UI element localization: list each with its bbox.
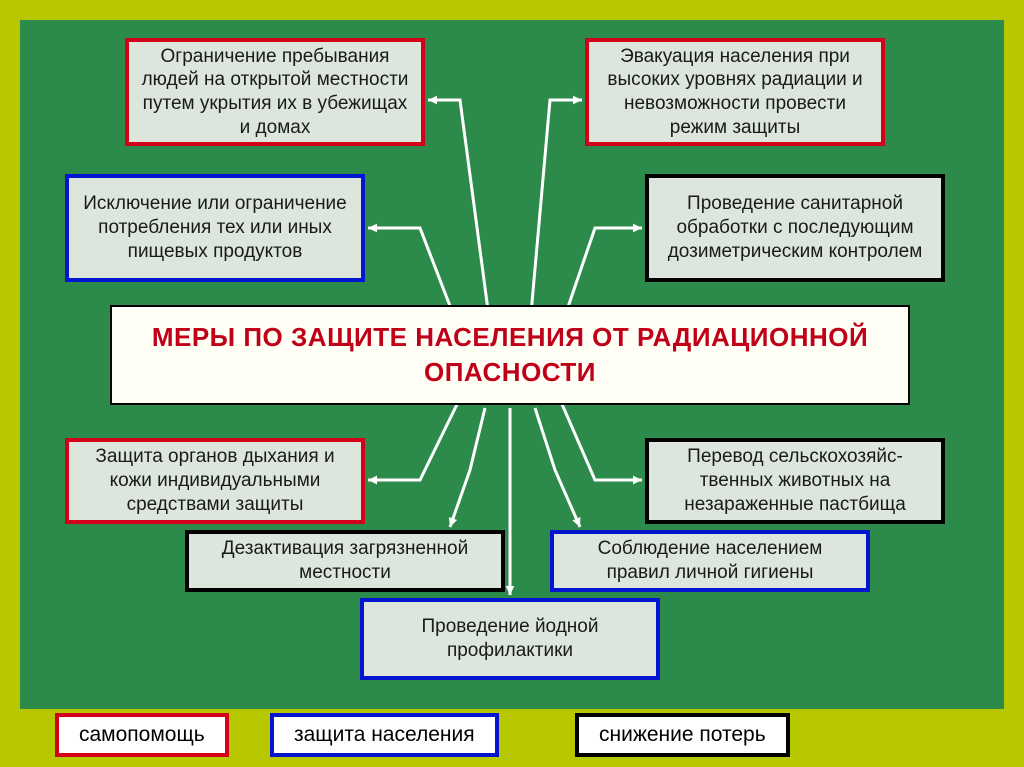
measure-text: Проведение санитарной обработки с послед… xyxy=(661,192,929,263)
measure-box: Ограничение пребывания людей на открытой… xyxy=(125,38,425,146)
measure-text: Защита органов дыхания и кожи индивидуал… xyxy=(81,445,349,516)
measure-box: Исключение или ограничение потребления т… xyxy=(65,174,365,282)
central-box: МЕРЫ ПО ЗАЩИТЕ НАСЕЛЕНИЯ ОТ РАДИАЦИОННОЙ… xyxy=(110,305,910,405)
measure-box: Эвакуация населения при высоких уровнях … xyxy=(585,38,885,146)
legend-item: защита населения xyxy=(270,713,499,757)
central-text: МЕРЫ ПО ЗАЩИТЕ НАСЕЛЕНИЯ ОТ РАДИАЦИОННОЙ… xyxy=(112,320,908,390)
measure-text: Перевод сельскохозяйс-твенных животных н… xyxy=(661,445,929,516)
measure-box: Перевод сельскохозяйс-твенных животных н… xyxy=(645,438,945,524)
measure-box: Проведение санитарной обработки с послед… xyxy=(645,174,945,282)
measure-text: Ограничение пребывания людей на открытой… xyxy=(141,45,409,140)
legend-item: самопомощь xyxy=(55,713,229,757)
legend-bar: самопомощьзащита населенияснижение потер… xyxy=(20,717,1004,757)
measure-text: Эвакуация населения при высоких уровнях … xyxy=(601,45,869,140)
measure-text: Проведение йодной профилактики xyxy=(376,615,644,663)
inner-panel: МЕРЫ ПО ЗАЩИТЕ НАСЕЛЕНИЯ ОТ РАДИАЦИОННОЙ… xyxy=(20,20,1004,709)
measure-text: Дезактивация загрязненной местности xyxy=(201,537,489,585)
measure-box: Дезактивация загрязненной местности xyxy=(185,530,505,592)
outer-frame: МЕРЫ ПО ЗАЩИТЕ НАСЕЛЕНИЯ ОТ РАДИАЦИОННОЙ… xyxy=(0,0,1024,767)
measure-text: Соблюдение населением правил личной гиги… xyxy=(566,537,854,585)
legend-item: снижение потерь xyxy=(575,713,790,757)
measure-box: Защита органов дыхания и кожи индивидуал… xyxy=(65,438,365,524)
measure-box: Соблюдение населением правил личной гиги… xyxy=(550,530,870,592)
measure-box: Проведение йодной профилактики xyxy=(360,598,660,680)
measure-text: Исключение или ограничение потребления т… xyxy=(81,192,349,263)
